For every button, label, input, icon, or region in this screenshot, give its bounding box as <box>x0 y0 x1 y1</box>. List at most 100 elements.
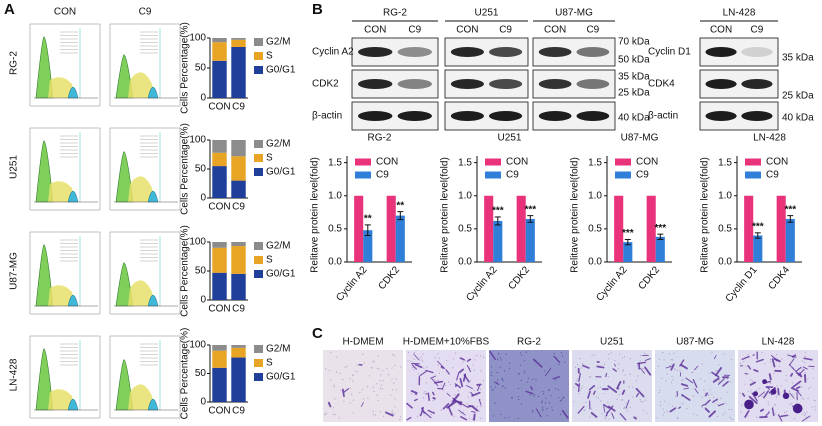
pore <box>468 417 470 419</box>
error-bar <box>397 211 404 221</box>
pore <box>333 384 335 386</box>
bar <box>744 195 754 262</box>
cell <box>327 401 332 408</box>
cell <box>744 410 750 418</box>
cell <box>665 365 674 369</box>
kda-marker: 25 kDa <box>782 91 814 102</box>
pore <box>676 417 678 419</box>
pore <box>517 395 520 398</box>
pore <box>338 417 340 419</box>
pore <box>355 370 357 372</box>
cell <box>685 377 694 384</box>
pore <box>801 368 803 370</box>
y-tick-label: 100 <box>189 237 206 248</box>
pore <box>412 367 414 369</box>
pore <box>437 379 439 381</box>
pore <box>770 361 772 363</box>
pore <box>335 371 338 373</box>
cell <box>678 406 681 409</box>
significance: *** <box>622 228 634 239</box>
cell <box>432 391 435 396</box>
pore <box>730 418 732 420</box>
pore <box>722 414 724 416</box>
pore <box>666 373 668 375</box>
pore <box>704 392 706 394</box>
cell <box>445 369 450 375</box>
cell <box>532 358 543 368</box>
chart-title: LN-428 <box>753 133 786 144</box>
bar <box>516 195 526 262</box>
pore <box>624 374 626 376</box>
pore <box>391 378 393 380</box>
cell <box>777 414 783 422</box>
cell <box>683 387 690 390</box>
pore <box>389 394 392 396</box>
bar-segment <box>212 166 227 198</box>
blot-band <box>576 47 610 57</box>
pore <box>391 409 393 412</box>
cell <box>430 375 436 379</box>
pore <box>532 409 534 412</box>
pore <box>772 406 774 408</box>
x-tick-label: CON <box>208 304 230 315</box>
x-tick-label: C9 <box>232 202 245 213</box>
pore <box>709 372 711 374</box>
pore <box>359 391 361 393</box>
pore <box>675 395 677 398</box>
bar <box>363 230 373 262</box>
pore <box>413 358 415 360</box>
pore <box>750 390 752 392</box>
pore <box>563 396 565 398</box>
pore <box>601 413 603 415</box>
pore <box>344 366 346 368</box>
pore <box>801 386 803 388</box>
bar-segment <box>212 152 227 167</box>
blot-row-label: Cyclin D1 <box>648 47 691 58</box>
pore <box>804 361 806 363</box>
pore <box>325 368 327 370</box>
blot-title: U87-MG <box>555 8 593 19</box>
bar-segment <box>212 272 227 300</box>
pore <box>603 392 605 395</box>
pore <box>616 398 618 401</box>
g1-peak <box>35 244 54 307</box>
lane-label: C9 <box>408 25 421 36</box>
micrograph-background <box>655 350 735 422</box>
cell <box>792 380 802 388</box>
pore <box>607 402 609 404</box>
pore <box>716 415 719 418</box>
cell <box>711 371 720 378</box>
pore <box>803 414 806 417</box>
cell <box>385 411 394 417</box>
x-tick-label: CDK2 <box>506 264 532 292</box>
blot-band <box>705 47 737 57</box>
pore <box>778 365 781 367</box>
blot-band <box>397 47 432 57</box>
cell <box>802 415 811 422</box>
pore <box>499 366 501 368</box>
pore <box>739 362 742 364</box>
cell <box>694 388 699 394</box>
significance: ** <box>364 214 372 225</box>
cell <box>607 405 614 414</box>
bar <box>614 195 624 262</box>
pore <box>673 352 675 354</box>
panel-label: B <box>312 1 323 18</box>
pore <box>542 390 544 392</box>
pore <box>805 416 808 418</box>
pore <box>473 389 475 391</box>
pore <box>476 354 478 357</box>
s-phase <box>128 384 156 410</box>
chart-title: U251 <box>498 133 522 144</box>
pore <box>582 363 584 365</box>
pore <box>343 400 345 403</box>
pore <box>334 414 337 416</box>
cell <box>744 372 748 375</box>
micrograph <box>323 350 403 422</box>
pore <box>576 363 578 366</box>
pore <box>814 406 816 408</box>
blot-band <box>538 111 572 121</box>
cell <box>751 392 758 402</box>
bar <box>776 195 786 262</box>
pore <box>490 366 493 368</box>
